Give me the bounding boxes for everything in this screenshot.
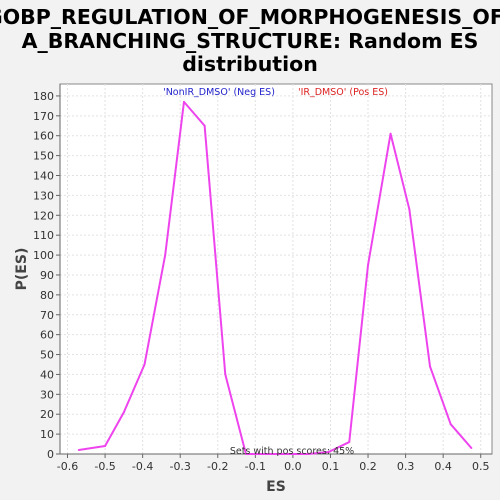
y-tick-label: 160 bbox=[33, 130, 54, 143]
chart-title-line-1: GOBP_REGULATION_OF_MORPHOGENESIS_OF_ bbox=[0, 5, 500, 29]
plot-area bbox=[59, 83, 493, 455]
x-tick-label: 0.2 bbox=[359, 460, 377, 473]
chart-title: GOBP_REGULATION_OF_MORPHOGENESIS_OF_ A_B… bbox=[0, 5, 500, 76]
data-point bbox=[389, 132, 392, 135]
data-point bbox=[182, 100, 185, 103]
grid-lines bbox=[60, 84, 492, 455]
pos-scores-annotation: Sets with pos scores: 45% bbox=[230, 446, 354, 457]
data-point bbox=[122, 411, 125, 414]
data-point bbox=[348, 441, 351, 444]
x-tick-label: -0.6 bbox=[57, 460, 78, 473]
x-tick-label: 0.1 bbox=[322, 460, 340, 473]
data-point bbox=[104, 445, 107, 448]
data-point bbox=[470, 447, 473, 450]
y-tick-label: 20 bbox=[40, 408, 54, 421]
y-tick-label: 170 bbox=[33, 110, 54, 123]
x-tick-label: 0.0 bbox=[284, 460, 302, 473]
y-tick-label: 60 bbox=[40, 329, 54, 342]
data-point bbox=[224, 373, 227, 376]
y-tick-label: 130 bbox=[33, 189, 54, 202]
y-tick-label: 140 bbox=[33, 170, 54, 183]
data-point bbox=[408, 208, 411, 211]
x-tick-label: -0.4 bbox=[132, 460, 153, 473]
legend: 'NonIR_DMSO' (Neg ES) 'IR_DMSO' (Pos ES) bbox=[163, 87, 388, 98]
y-tick-label: 80 bbox=[40, 289, 54, 302]
y-tick-label: 50 bbox=[40, 349, 54, 362]
chart-title-line-3: distribution bbox=[182, 52, 318, 76]
y-axis-title: P(ES) bbox=[14, 248, 30, 291]
y-tick-label: 70 bbox=[40, 309, 54, 322]
x-tick-label: 0.3 bbox=[397, 460, 415, 473]
data-point bbox=[143, 363, 146, 366]
data-point bbox=[77, 449, 80, 452]
y-tick-label: 150 bbox=[33, 150, 54, 163]
x-axis-title: ES bbox=[266, 479, 286, 495]
x-tick-label: 0.4 bbox=[434, 460, 452, 473]
data-point bbox=[327, 451, 330, 454]
x-axis-ticks: -0.6 -0.5 -0.4 -0.3 -0.2 -0.1 0.0 0.1 0.2 0.3 0.4 0… bbox=[57, 454, 490, 473]
data-point bbox=[367, 264, 370, 267]
y-tick-label: 120 bbox=[33, 209, 54, 222]
y-tick-label: 10 bbox=[40, 428, 54, 441]
series-lines bbox=[77, 100, 473, 455]
legend-entry-pos-es: 'IR_DMSO' (Pos ES) bbox=[298, 87, 388, 98]
data-point bbox=[429, 365, 432, 368]
y-tick-label: 40 bbox=[40, 368, 54, 381]
data-point bbox=[286, 453, 289, 455]
y-axis-ticks: 0 10 20 30 40 50 60 70 80 90 100 110 120 130 140 150 160… bbox=[33, 90, 60, 461]
y-tick-label: 0 bbox=[47, 448, 54, 461]
chart-title-line-2: A_BRANCHING_STRUCTURE: Random ES bbox=[22, 29, 479, 53]
y-tick-label: 180 bbox=[33, 90, 54, 103]
data-point bbox=[265, 453, 268, 455]
x-tick-label: -0.2 bbox=[207, 460, 228, 473]
x-tick-label: -0.5 bbox=[94, 460, 115, 473]
x-tick-label: -0.1 bbox=[245, 460, 266, 473]
data-point bbox=[244, 453, 247, 455]
y-tick-label: 100 bbox=[33, 249, 54, 262]
data-point bbox=[449, 423, 452, 426]
data-point bbox=[203, 124, 206, 127]
data-point bbox=[164, 254, 167, 257]
series-line-0 bbox=[78, 100, 473, 455]
data-point bbox=[306, 453, 309, 455]
x-tick-label: -0.3 bbox=[169, 460, 190, 473]
x-tick-label: 0.5 bbox=[472, 460, 490, 473]
y-tick-label: 110 bbox=[33, 229, 54, 242]
legend-entry-neg-es: 'NonIR_DMSO' (Neg ES) bbox=[163, 87, 275, 98]
y-tick-label: 30 bbox=[40, 388, 54, 401]
y-tick-label: 90 bbox=[40, 269, 54, 282]
